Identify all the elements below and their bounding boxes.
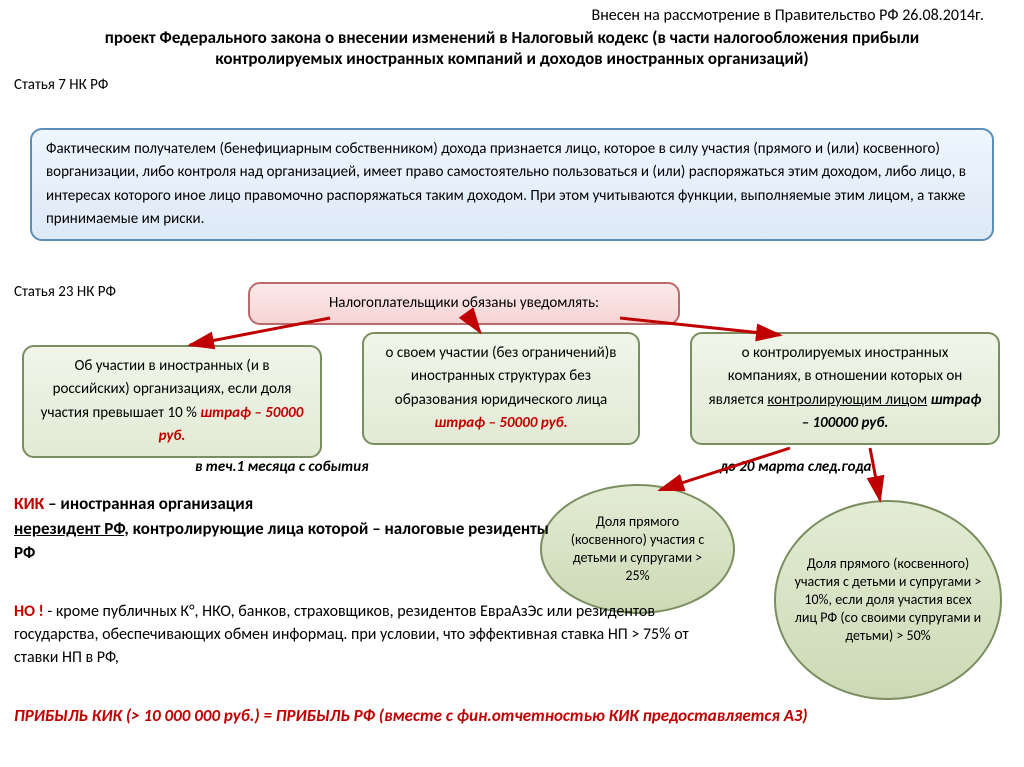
- kik-underline: нерезидент РФ,: [14, 518, 129, 539]
- notify-box-2-text: о своем участии (без ограничений)в иност…: [386, 344, 617, 409]
- kik-definition: КИК – иностранная организация нерезидент…: [14, 492, 574, 566]
- notify-box-2: о своем участии (без ограничений)в иност…: [362, 332, 640, 445]
- kik-text1: – иностранная организация: [44, 493, 253, 514]
- taxpayers-box: Налогоплательщики обязаны уведомлять:: [248, 282, 680, 325]
- ellipse-2: Доля прямого (косвенного) участия с деть…: [774, 500, 1002, 700]
- kik-abbrev: КИК: [14, 493, 44, 514]
- no-exception: НО ! - кроме публичных К°, НКО, банков, …: [14, 600, 734, 670]
- article23-label: Статья 23 НК РФ: [0, 283, 116, 301]
- profit-line: ПРИБЫЛЬ КИК (> 10 000 000 руб.) = ПРИБЫЛ…: [14, 704, 1014, 729]
- notify-box-3: о контролируемых иностранных компаниях, …: [690, 332, 1000, 445]
- article7-label: Статья 7 НК РФ: [0, 76, 1024, 94]
- notify-box-3-under: контролирующим лицом: [767, 391, 927, 409]
- header-note: Внесен на рассмотрение в Правительство Р…: [0, 0, 1024, 25]
- notify-box-1: Об участии в иностранных (и в российских…: [22, 345, 322, 458]
- no-text: - кроме публичных К°, НКО, банков, страх…: [14, 602, 689, 667]
- note-right: до 20 марта след.года: [720, 458, 871, 476]
- main-title: проект Федерального закона о внесении из…: [0, 25, 1024, 76]
- no-label: НО !: [14, 602, 44, 621]
- notify-box-2-fine: штраф – 50000 руб.: [434, 414, 567, 432]
- note-left: в теч.1 месяца с события: [195, 458, 369, 476]
- article7-box: Фактическим получателем (бенефициарным с…: [30, 128, 994, 241]
- profit-text: ПРИБЫЛЬ КИК (> 10 000 000 руб.) = ПРИБЫЛ…: [14, 705, 808, 726]
